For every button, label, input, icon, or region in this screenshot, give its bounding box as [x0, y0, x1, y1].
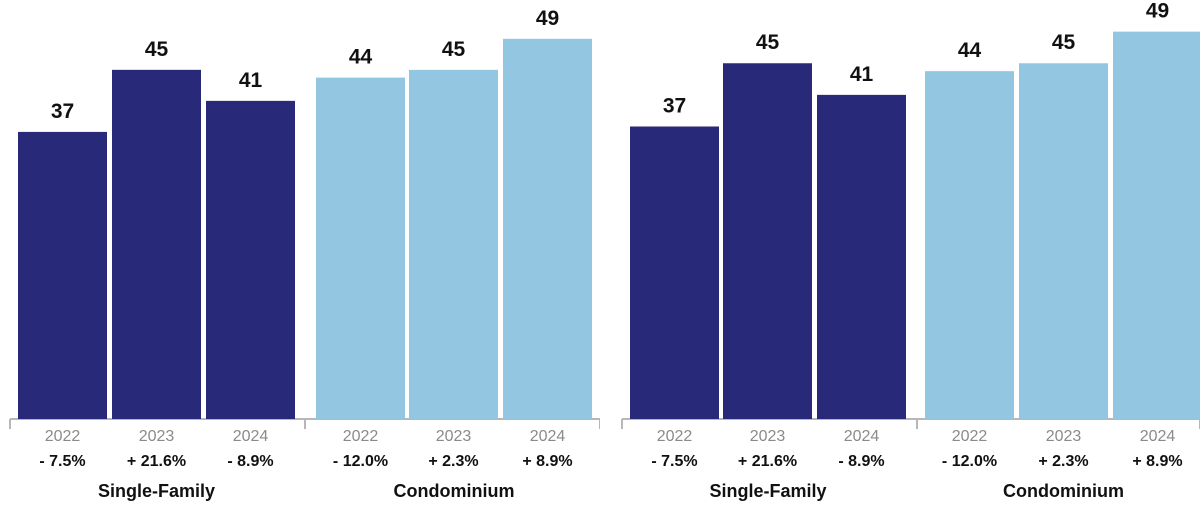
x-tick-label-year: 2023 [436, 428, 472, 445]
x-tick-label-year: 2023 [139, 428, 175, 445]
data-label-value: 45 [145, 38, 169, 61]
x-tick-label-year: 2022 [952, 428, 988, 445]
change-label: + 21.6% [738, 453, 797, 470]
group-label: Single-Family [98, 481, 215, 501]
x-tick-label-year: 2023 [1046, 428, 1082, 445]
bar-condominium-2024 [503, 38, 592, 419]
group-label: Condominium [394, 481, 515, 501]
bar-single-family-2023 [723, 63, 812, 420]
bar-condominium-2024 [1113, 31, 1200, 419]
change-label: + 21.6% [127, 453, 186, 470]
bar-single-family-2024 [206, 100, 295, 420]
x-tick-label-year: 2022 [45, 428, 81, 445]
group-label: Condominium [1003, 481, 1124, 501]
data-label-value: 41 [239, 69, 263, 92]
change-label: + 8.9% [1132, 453, 1182, 470]
x-tick-label-year: 2024 [844, 428, 880, 445]
x-tick-label-year: 2023 [750, 428, 786, 445]
data-label-value: 44 [349, 46, 373, 69]
data-label-value: 45 [756, 31, 780, 54]
data-label-value: 45 [442, 38, 466, 61]
group-label: Single-Family [709, 481, 826, 501]
change-label: - 8.9% [838, 453, 884, 470]
bar-condominium-2022 [316, 77, 405, 419]
x-tick-label-year: 2024 [233, 428, 269, 445]
bar-condominium-2023 [409, 69, 498, 419]
x-tick-label-year: 2024 [1140, 428, 1176, 445]
data-label-value: 44 [958, 39, 982, 62]
chart-left: 37 2022 - 7.5% 45 2023 + 21.6% 41 2024 - 8.9% Sin… [9, 7, 600, 501]
data-label-value: 49 [1146, 0, 1169, 23]
bar-single-family-2024 [817, 94, 906, 420]
bar-condominium-2022 [925, 71, 1014, 419]
bar-single-family-2022 [630, 126, 719, 419]
change-label: + 2.3% [428, 453, 478, 470]
bar-single-family-2022 [18, 131, 107, 419]
change-label: + 2.3% [1038, 453, 1088, 470]
change-label: - 7.5% [39, 453, 85, 470]
x-tick-label-year: 2022 [343, 428, 379, 445]
data-label-value: 41 [850, 63, 874, 86]
chart-right: 37 2022 - 7.5% 45 2023 + 21.6% 41 2024 - 8.9% Sin… [621, 0, 1200, 501]
bar-condominium-2023 [1019, 63, 1108, 420]
data-label-value: 37 [663, 94, 686, 117]
change-label: - 8.9% [227, 453, 273, 470]
change-label: - 12.0% [942, 453, 997, 470]
change-label: + 8.9% [522, 453, 572, 470]
x-tick-label-year: 2024 [530, 428, 566, 445]
change-label: - 12.0% [333, 453, 388, 470]
data-label-value: 49 [536, 7, 559, 30]
x-tick-label-year: 2022 [657, 428, 693, 445]
data-label-value: 37 [51, 100, 74, 123]
data-label-value: 45 [1052, 31, 1076, 54]
bar-single-family-2023 [112, 69, 201, 419]
change-label: - 7.5% [651, 453, 697, 470]
